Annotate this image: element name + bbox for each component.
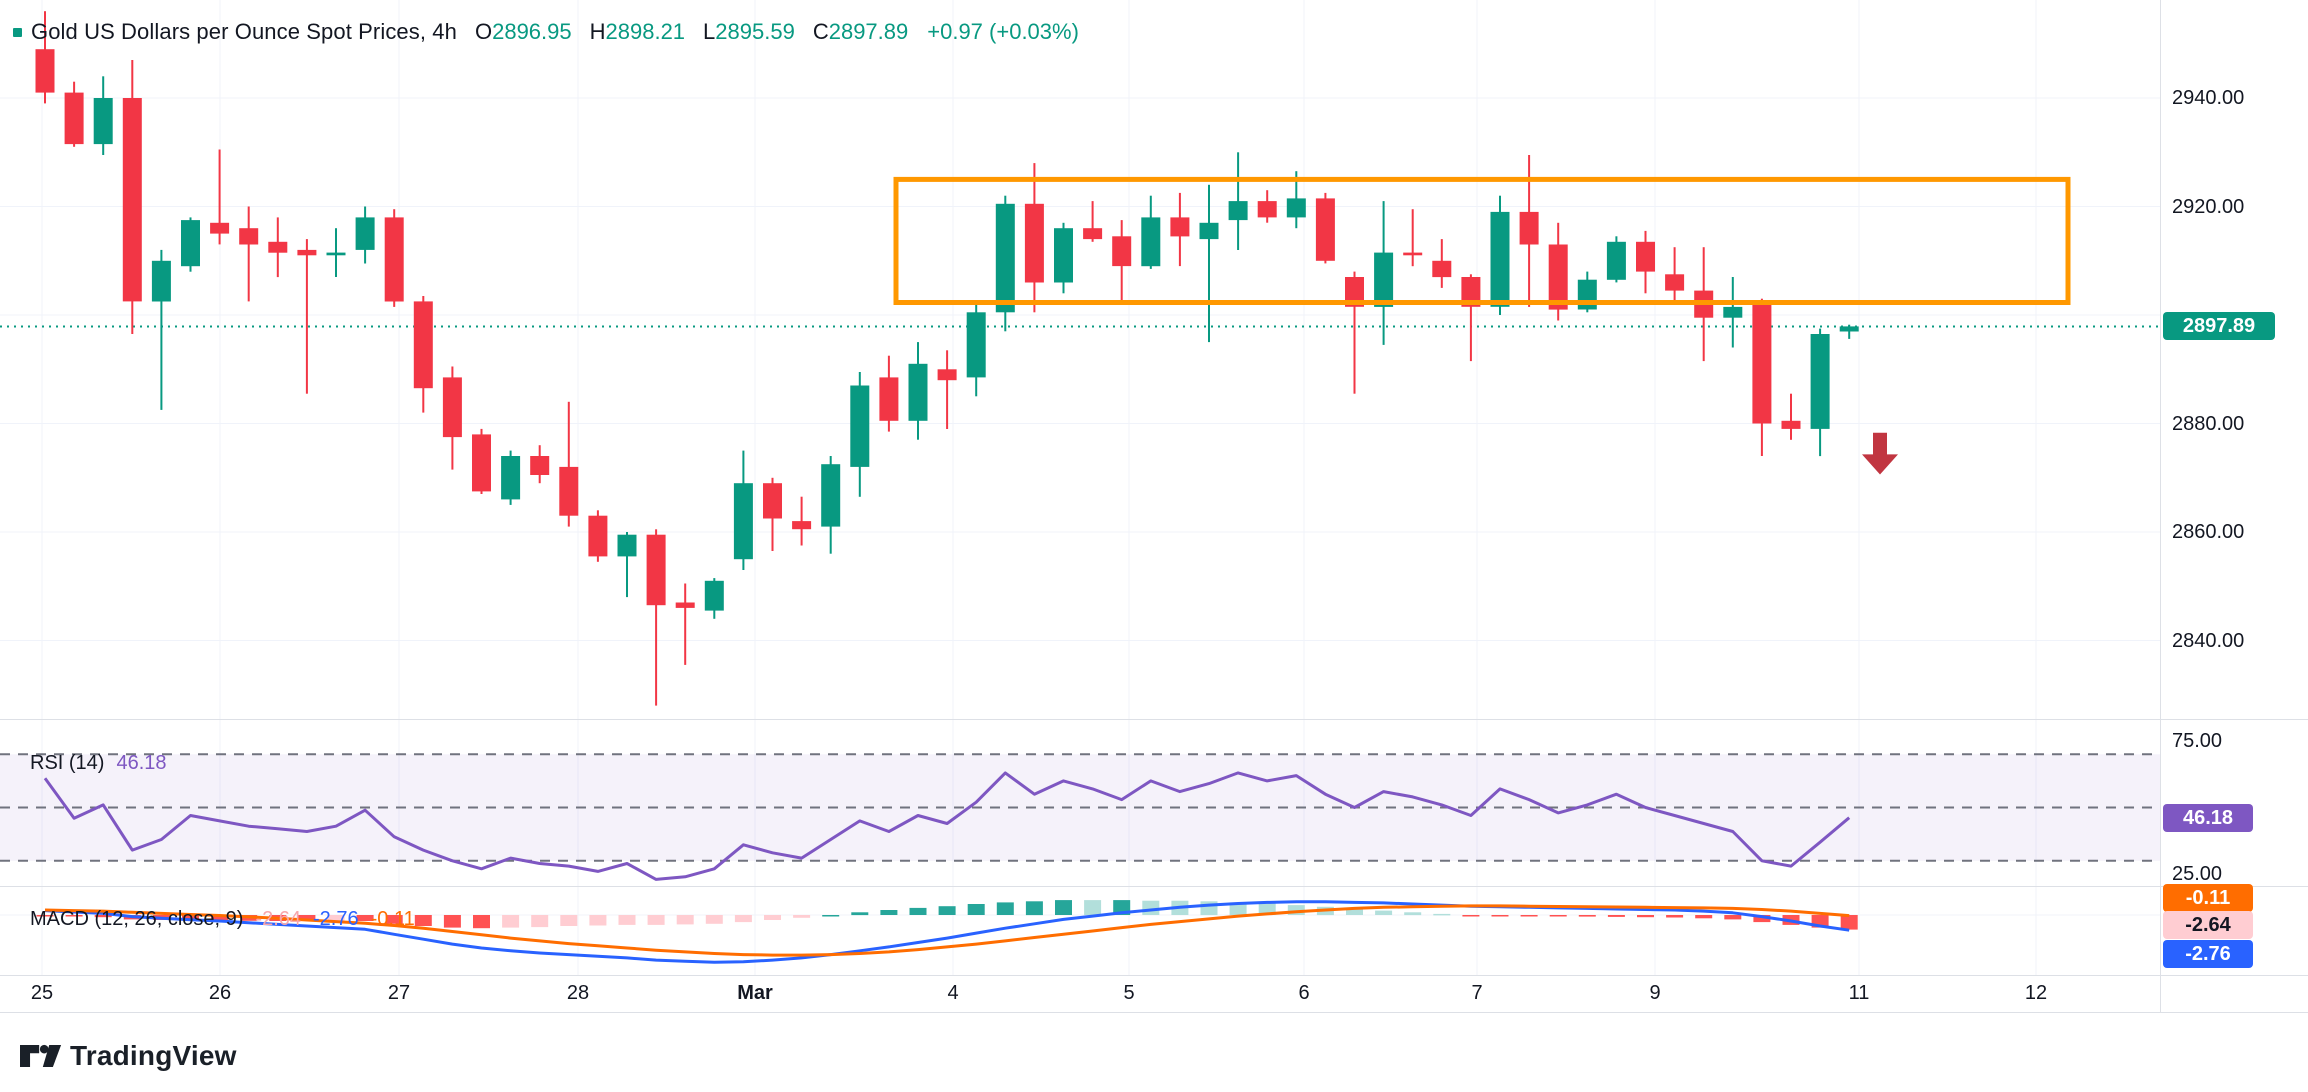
time-axis-label: 6 xyxy=(1298,982,1310,1004)
time-axis[interactable]: 25 26 27 28 Mar 4 5 6 7 9 11 12 xyxy=(0,978,2308,1010)
series-color-marker xyxy=(13,27,22,37)
time-axis-label: 11 xyxy=(1848,982,1870,1004)
low-value: L2895.59 xyxy=(703,19,795,44)
time-axis-label: Mar xyxy=(737,982,773,1004)
rsi-axis-label: 75.00 xyxy=(2172,730,2223,752)
chart-bottom-border xyxy=(0,1012,2308,1013)
time-axis-label: 28 xyxy=(566,982,590,1004)
rsi-label-text: RSI (14) xyxy=(30,752,105,774)
price-axis-border xyxy=(2160,0,2161,1012)
price-panel[interactable] xyxy=(0,0,2160,719)
symbol-legend: Gold US Dollars per Ounce Spot Prices, 4… xyxy=(13,19,1079,45)
rsi-axis-label: 25.00 xyxy=(2172,863,2223,886)
close-value: C2897.89 xyxy=(812,19,909,44)
time-axis-separator xyxy=(0,975,2308,976)
rsi-value-badge: 46.18 xyxy=(2163,803,2253,832)
time-axis-label: 12 xyxy=(2024,982,2048,1004)
price-axis-label: 2860.00 xyxy=(2172,521,2245,543)
macd-signal-value: -0.11 xyxy=(370,908,415,930)
rsi-indicator-label[interactable]: RSI (14) 46.18 xyxy=(30,752,167,775)
macd-histogram-badge: -2.64 xyxy=(2163,911,2253,939)
macd-label-text: MACD (12, 26, close, 9) xyxy=(30,908,244,930)
price-axis-label: 2840.00 xyxy=(2172,629,2245,652)
macd-histogram-value: -2.64 xyxy=(255,908,302,930)
tradingview-logo-text: TradingView xyxy=(70,1040,237,1071)
panel-separator[interactable] xyxy=(0,719,2308,720)
tradingview-branding[interactable]: TradingView xyxy=(20,1040,237,1072)
open-value: O2896.95 xyxy=(474,19,572,44)
price-axis-label: 2880.00 xyxy=(2172,412,2245,435)
rsi-panel[interactable] xyxy=(0,719,2160,886)
macd-signal-badge: -0.11 xyxy=(2163,884,2253,912)
macd-panel[interactable] xyxy=(0,886,2160,975)
current-price-badge: 2897.89 xyxy=(2163,312,2275,341)
high-value: H2898.21 xyxy=(589,19,686,44)
time-axis-label: 4 xyxy=(947,982,959,1004)
time-axis-label: 27 xyxy=(387,982,411,1004)
time-axis-label: 25 xyxy=(30,982,54,1004)
macd-indicator-label[interactable]: MACD (12, 26, close, 9) -2.64 -2.76 -0.11 xyxy=(30,908,415,931)
macd-current-values: -2.64 -2.76 -0.11 xyxy=(243,908,414,930)
macd-line-badge: -2.76 xyxy=(2163,940,2253,968)
price-change: +0.97 (+0.03%) xyxy=(927,19,1079,44)
price-axis-label: 2940.00 xyxy=(2172,87,2245,109)
price-axis-label: 2920.00 xyxy=(2172,195,2245,218)
macd-line-value: -2.76 xyxy=(313,908,359,930)
time-axis-label: 26 xyxy=(208,982,232,1004)
panel-separator[interactable] xyxy=(0,886,2308,887)
time-axis-label: 9 xyxy=(1649,982,1661,1004)
time-axis-label: 7 xyxy=(1471,982,1483,1004)
symbol-title: Gold US Dollars per Ounce Spot Prices, 4… xyxy=(31,19,457,44)
rsi-current-value: 46.18 xyxy=(116,752,167,774)
tradingview-logo-icon xyxy=(20,1044,62,1067)
time-axis-label: 5 xyxy=(1123,982,1135,1004)
